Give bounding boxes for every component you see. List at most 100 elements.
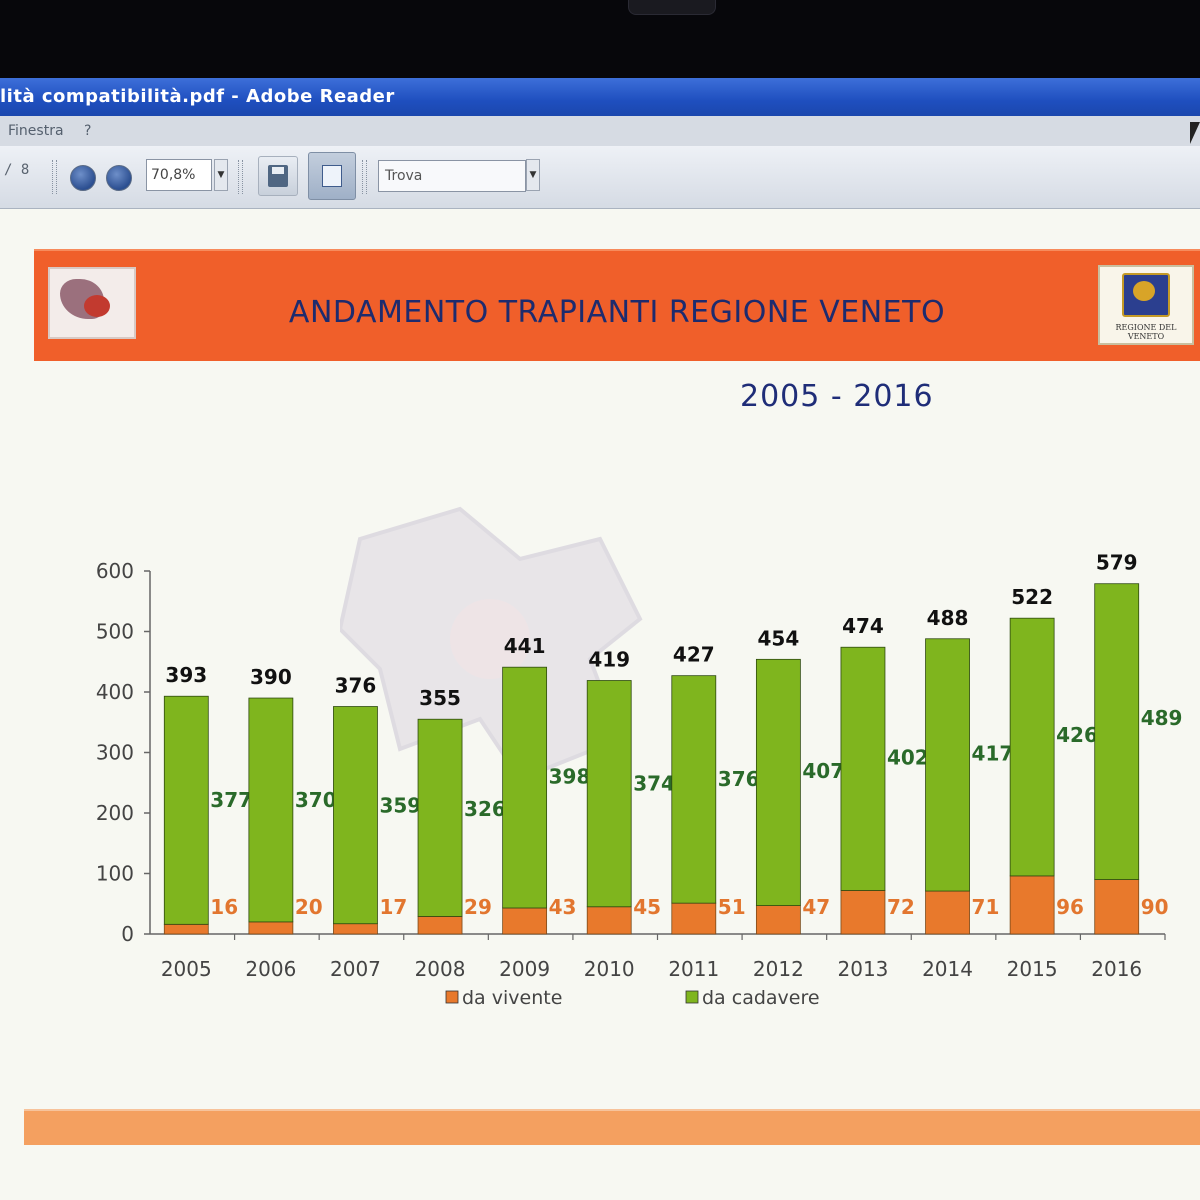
y-tick-label: 0 [121,922,134,946]
search-dropdown-icon[interactable]: ▼ [526,159,540,191]
x-tick-label: 2008 [415,957,466,981]
total-label: 393 [165,663,207,687]
x-tick-label: 2010 [584,957,635,981]
bar-cadavere [586,680,632,908]
cadavere-label: 407 [802,759,844,783]
zoom-dropdown-icon[interactable]: ▼ [214,159,228,191]
total-label: 441 [504,634,546,658]
save-icon[interactable] [258,156,298,196]
bar-vivente [333,923,378,935]
cadavere-label: 417 [972,741,1014,765]
x-tick-label: 2005 [161,957,212,981]
previous-page-icon[interactable] [70,165,96,191]
total-label: 454 [758,626,800,650]
fit-page-icon[interactable] [308,152,356,200]
year-range: 2005 - 2016 [740,379,934,414]
cadavere-label: 374 [633,771,675,795]
menu-bar: Finestra ? [0,116,1200,147]
bar-vivente [1009,875,1055,935]
next-page-icon[interactable] [106,165,132,191]
bar-cadavere [1094,583,1140,880]
y-tick-label: 300 [96,741,134,765]
window-title: lità compatibilità.pdf - Adobe Reader [0,86,395,107]
x-tick-label: 2015 [1007,957,1058,981]
transplant-chart: 0 100 200 300 400 500 600 393 377 16 2005 390 370 20… [96,551,1183,1009]
search-input[interactable]: Trova [378,160,526,192]
total-label: 355 [419,686,461,710]
window-titlebar: lità compatibilità.pdf - Adobe Reader [0,78,1200,116]
cadavere-label: 326 [464,797,506,821]
puzzle-watermark-icon [340,506,643,782]
y-tick-label: 500 [96,620,134,644]
vivente-label: 43 [549,895,577,919]
vivente-label: 51 [718,895,746,919]
bar-cadavere [248,697,294,923]
toolbar-separator [52,160,57,194]
bar-cadavere [755,658,801,906]
cadavere-label: 402 [887,746,929,770]
vivente-label: 20 [295,895,323,919]
total-label: 390 [250,665,292,689]
bar-cadavere [417,718,463,917]
total-label: 579 [1096,551,1138,575]
monitor-bezel [0,0,1200,80]
vivente-label: 45 [633,895,661,919]
bar-cadavere [502,666,548,909]
y-tick-label: 400 [96,680,134,704]
cadavere-label: 377 [210,788,252,812]
toolbar: / 8 70,8% ▼ Trova ▼ [0,146,1200,209]
x-tick-label: 2013 [838,957,889,981]
page-title: ANDAMENTO TRAPIANTI REGIONE VENETO [288,295,946,330]
bar-vivente [586,906,632,935]
footer-bar [24,1109,1200,1145]
chart-legend: da vivente da cadavere [445,987,820,1009]
vivente-label: 16 [210,895,238,919]
vivente-label: 47 [802,895,830,919]
y-tick-label: 100 [96,862,134,886]
pdf-page: ANDAMENTO TRAPIANTI REGIONE VENETO REGIO… [0,209,1200,1200]
x-tick-label: 2011 [668,957,719,981]
transplant-logo [48,267,136,339]
vivente-label: 72 [887,895,915,919]
vivente-label: 71 [972,895,1000,919]
y-tick-label: 200 [96,801,134,825]
page-count: / 8 [4,162,30,178]
x-tick-label: 2007 [330,957,381,981]
bar-cadavere [1009,617,1055,877]
total-label: 419 [588,648,630,672]
legend-swatch-vivente [445,990,459,1004]
cadavere-label: 398 [549,765,591,789]
legend-label-vivente: da vivente [462,987,562,1009]
bar-vivente [163,923,209,935]
mouse-pointer-icon [1190,122,1200,144]
bar-cadavere [333,706,378,925]
bar-cadavere [163,695,209,925]
y-tick-label: 600 [96,559,134,583]
menu-item-finestra[interactable]: Finestra [8,123,64,139]
toolbar-separator [238,160,243,194]
logo-label: REGIONE DEL VENETO [1115,323,1177,341]
cadavere-label: 376 [718,767,760,791]
bar-vivente [925,890,970,935]
menu-item-help[interactable]: ? [84,123,92,139]
bar-vivente [417,916,463,935]
bar-vivente [1094,879,1140,935]
zoom-input[interactable]: 70,8% [146,159,212,191]
total-label: 522 [1011,585,1053,609]
total-label: 488 [927,606,969,630]
cadavere-label: 426 [1056,723,1098,747]
regione-veneto-logo: REGIONE DEL VENETO [1098,265,1194,345]
x-tick-label: 2012 [753,957,804,981]
legend-label-cadavere: da cadavere [702,987,820,1009]
vivente-label: 17 [379,895,407,919]
title-banner: ANDAMENTO TRAPIANTI REGIONE VENETO REGIO… [34,249,1200,361]
vivente-label: 29 [464,895,492,919]
total-label: 474 [842,614,884,638]
webcam-notch [628,0,716,15]
bar-cadavere [840,646,886,891]
bar-cadavere [671,675,717,904]
vivente-label: 96 [1056,895,1084,919]
total-label: 376 [335,674,377,698]
chart-axes: 0 100 200 300 400 500 600 [96,559,1166,946]
x-tick-label: 2016 [1091,957,1142,981]
